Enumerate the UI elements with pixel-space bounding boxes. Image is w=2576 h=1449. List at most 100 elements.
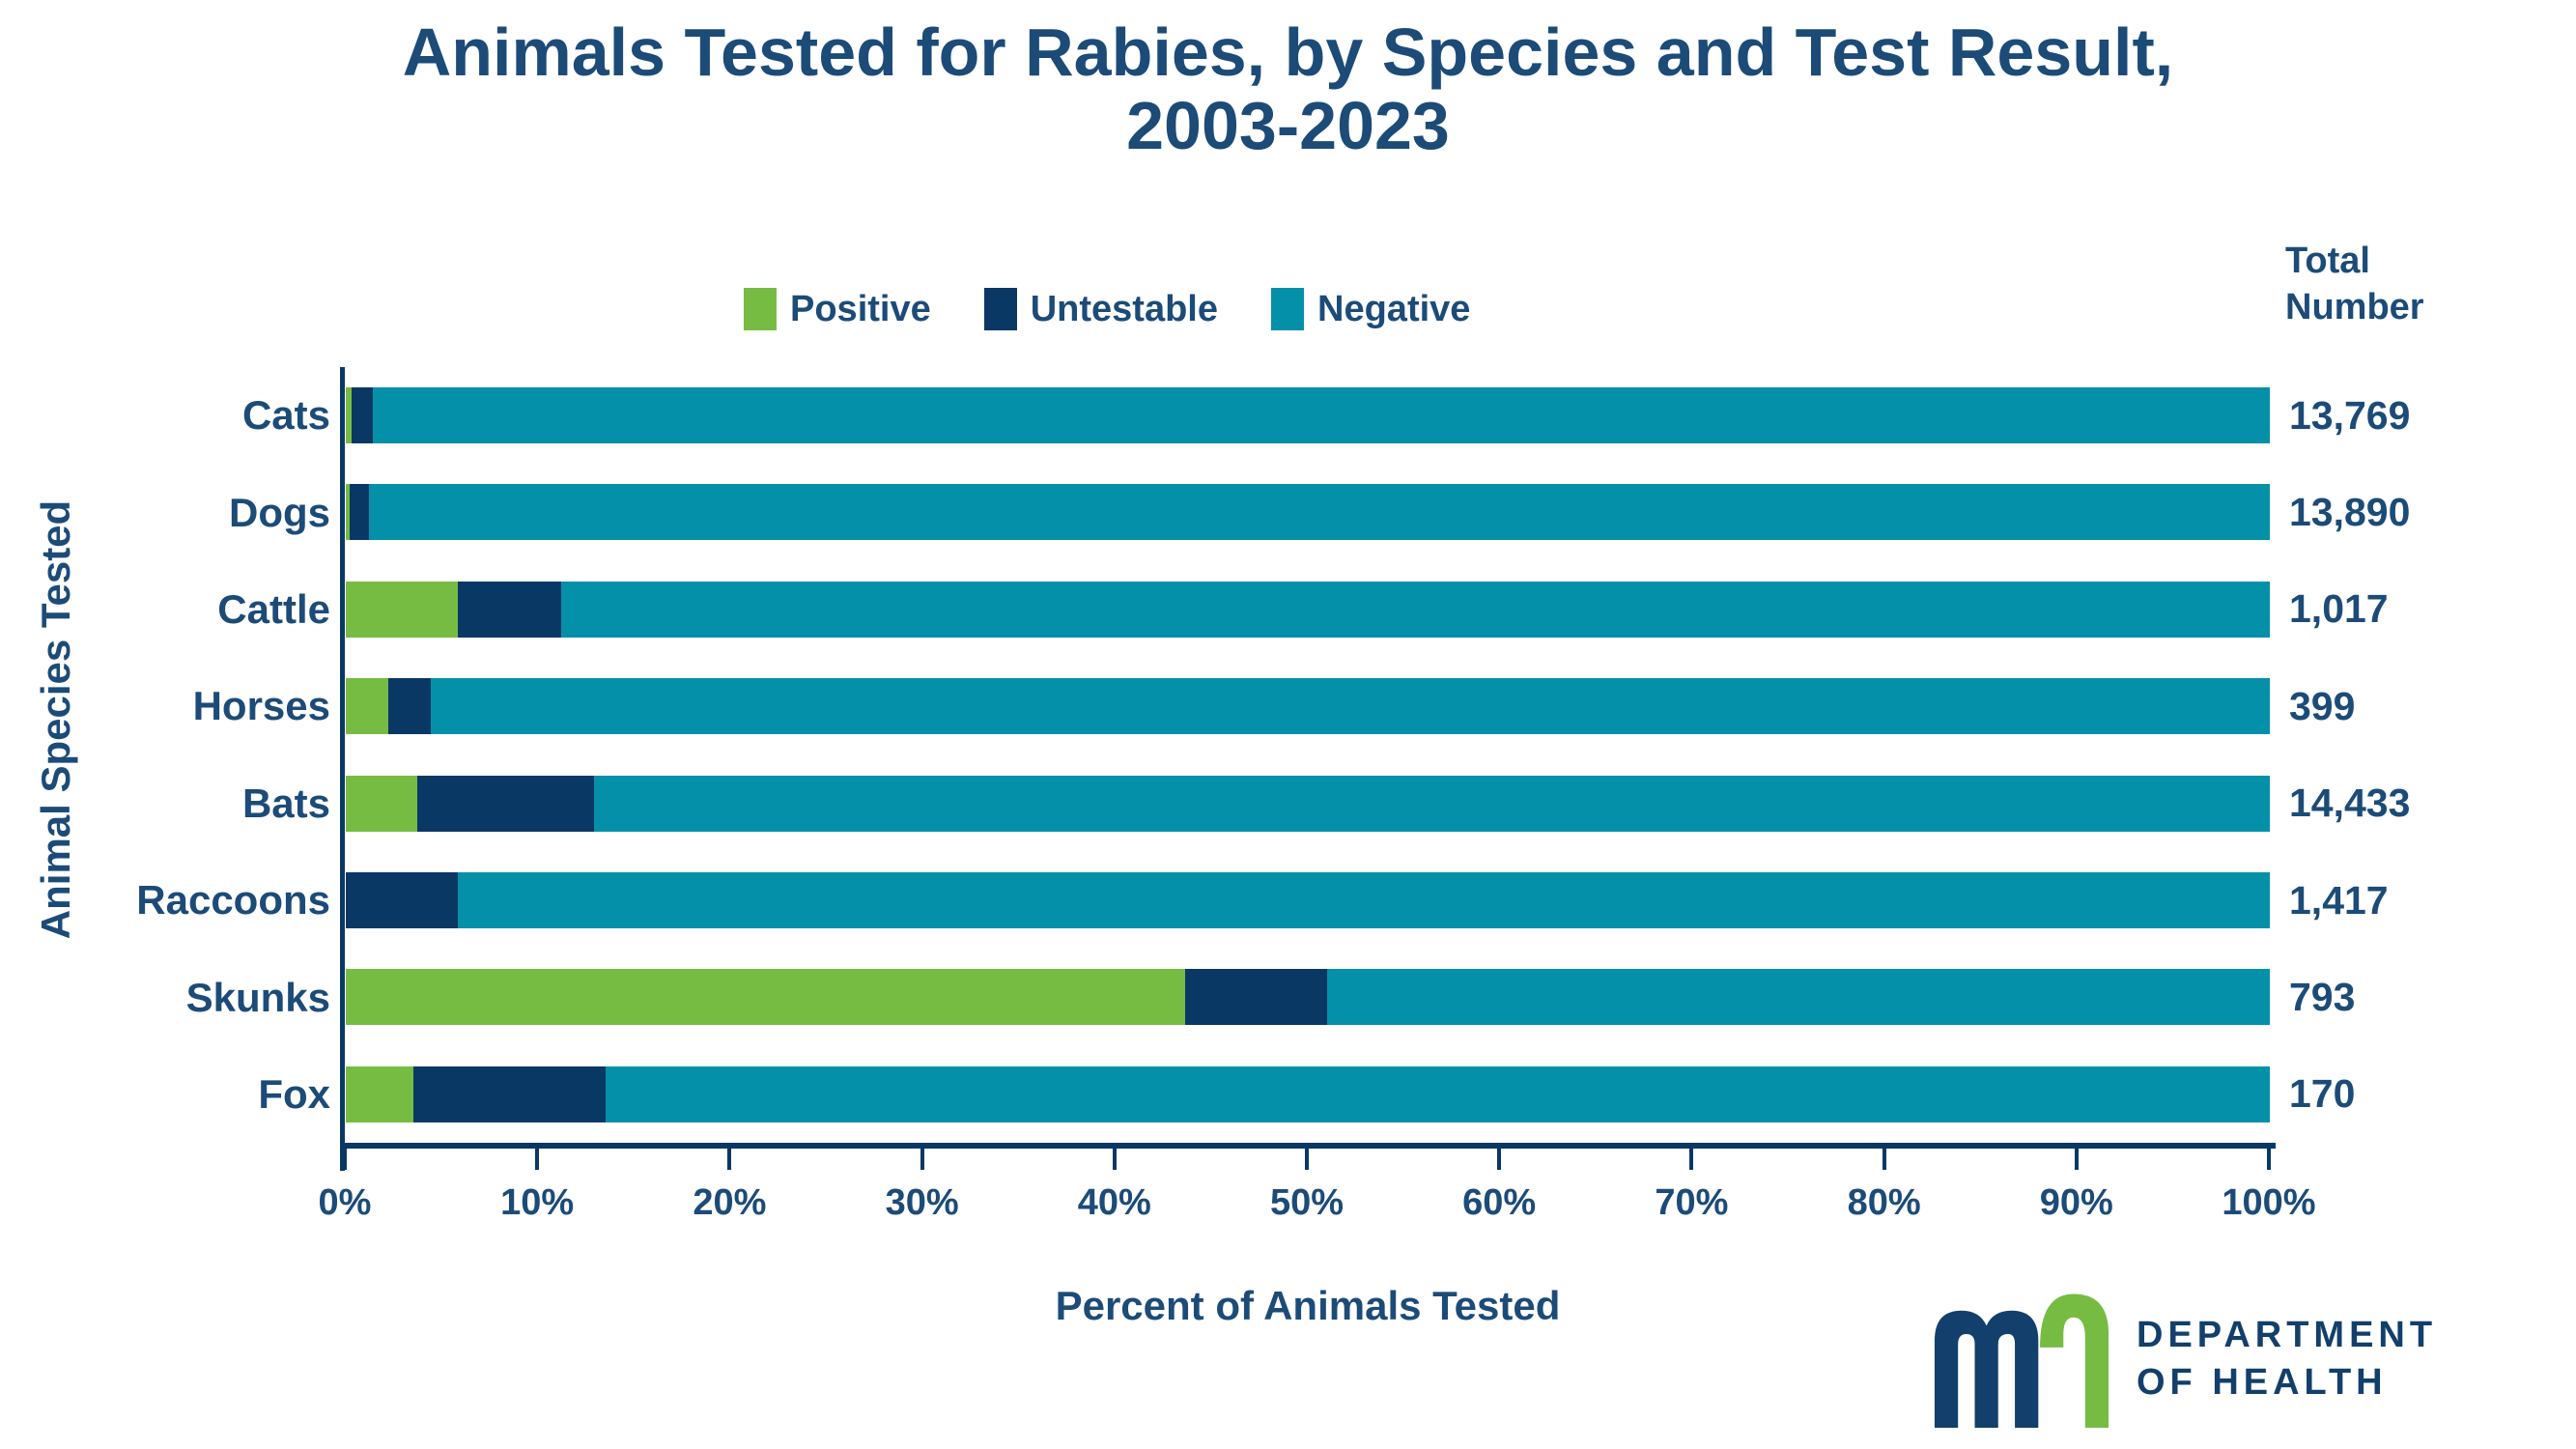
bar-segment-untestable (416, 775, 594, 832)
stacked-bar (346, 1065, 2270, 1122)
chart-title-line2: 2003-2023 (1126, 88, 1450, 163)
bar-segment-untestable (387, 678, 431, 735)
chart-row-dogs: Dogs 13,890 (0, 464, 2576, 560)
x-tick-label: 60% (1462, 1182, 1537, 1223)
x-tick-mark (727, 1149, 732, 1170)
x-tick-mark (535, 1149, 540, 1170)
x-tick-label: 40% (1077, 1182, 1151, 1223)
row-label: Dogs (229, 489, 330, 535)
mn-logo-n-shape (2040, 1293, 2109, 1428)
bar-segment-negative (605, 1065, 2270, 1122)
stacked-bar (346, 871, 2270, 928)
totals-header-line2: Number (2285, 287, 2424, 327)
x-tick-mark (1112, 1149, 1117, 1170)
bar-segment-positive (346, 775, 417, 832)
bar-segment-negative (372, 387, 2270, 443)
row-label: Cats (241, 392, 330, 439)
legend-item-negative: Negative (1271, 288, 1470, 330)
bar-segment-untestable (346, 871, 458, 928)
chart-row-bats: Bats 14,433 (0, 755, 2576, 852)
row-total: 14,433 (2289, 781, 2411, 826)
legend-label: Positive (790, 288, 931, 329)
bar-segment-untestable (1184, 969, 1327, 1026)
legend-label: Negative (1317, 288, 1471, 329)
totals-header-line1: Total (2285, 241, 2370, 281)
row-label: Fox (258, 1070, 330, 1117)
x-tick-mark (2267, 1149, 2271, 1170)
stacked-bar (346, 969, 2270, 1026)
bar-segment-negative (368, 484, 2270, 541)
y-axis-line (340, 367, 345, 1171)
x-tick-mark (1689, 1149, 1694, 1170)
x-tick-label: 100% (2222, 1182, 2316, 1223)
chart-rows: Cats 13,769 Dogs 13,890 Cattle 1,017 Horses 399… (0, 367, 2576, 1143)
x-tick-mark (2074, 1149, 2079, 1170)
row-label: Cattle (217, 585, 330, 632)
legend-swatch-negative (1271, 288, 1305, 330)
row-label: Raccoons (136, 877, 330, 923)
chart-row-cattle: Cattle 1,017 (0, 561, 2576, 658)
chart-row-fox: Fox 170 (0, 1046, 2576, 1143)
legend-item-untestable: Untestable (983, 288, 1219, 330)
mdh-logo: DEPARTMENT OF HEALTH (1934, 1291, 2437, 1428)
bar-segment-negative (593, 775, 2270, 832)
bar-segment-positive (346, 969, 1185, 1026)
x-tick-label: 80% (1847, 1182, 1921, 1223)
legend-swatch-positive (744, 288, 777, 330)
x-axis-title: Percent of Animals Tested (1055, 1283, 1561, 1328)
x-tick-mark (920, 1149, 924, 1170)
totals-column-header: Total Number (2285, 238, 2424, 330)
x-tick-mark (343, 1149, 347, 1170)
bar-segment-untestable (351, 387, 373, 443)
mn-logo-glyph (1934, 1293, 2109, 1428)
row-total: 793 (2289, 975, 2356, 1020)
bar-segment-positive (346, 484, 350, 541)
chart-title: Animals Tested for Rabies, by Species an… (0, 15, 2576, 162)
bar-segment-negative (457, 871, 2270, 928)
x-tick-mark (1305, 1149, 1309, 1170)
chart-title-line1: Animals Tested for Rabies, by Species an… (402, 14, 2174, 90)
legend-item-positive: Positive (744, 288, 931, 330)
x-tick-label: 20% (693, 1182, 767, 1223)
x-tick-label: 10% (500, 1182, 575, 1223)
stacked-bar (346, 387, 2270, 443)
bar-segment-positive (346, 581, 458, 638)
stacked-bar (346, 484, 2270, 541)
mn-logo-m-shape (1934, 1310, 2039, 1428)
chart-row-horses: Horses 399 (0, 658, 2576, 754)
legend-swatch-untestable (983, 288, 1017, 330)
row-label: Skunks (185, 974, 330, 1020)
row-label: Horses (192, 683, 330, 729)
row-total: 1,417 (2289, 877, 2389, 923)
x-tick-label: 30% (885, 1182, 959, 1223)
row-total: 13,890 (2289, 490, 2411, 535)
x-tick-label: 70% (1655, 1182, 1729, 1223)
stacked-bar (346, 678, 2270, 735)
logo-wordmark: DEPARTMENT OF HEALTH (2137, 1312, 2437, 1406)
chart-row-raccoons: Raccoons 1,417 (0, 852, 2576, 949)
row-label: Bats (241, 780, 330, 826)
bar-segment-untestable (457, 581, 562, 638)
bar-segment-untestable (349, 484, 369, 541)
legend: Positive Untestable Negative (744, 288, 1470, 330)
row-total: 1,017 (2289, 586, 2389, 632)
chart-row-cats: Cats 13,769 (0, 367, 2576, 464)
bar-segment-positive (346, 387, 352, 443)
bar-segment-positive (346, 678, 388, 735)
bar-segment-negative (561, 581, 2270, 638)
stacked-bar (346, 775, 2270, 832)
row-total: 399 (2289, 683, 2356, 728)
bar-segment-negative (430, 678, 2270, 735)
x-axis-line (340, 1143, 2276, 1149)
x-tick-label: 90% (2039, 1182, 2113, 1223)
bar-segment-untestable (412, 1065, 606, 1122)
logo-wordmark-line1: DEPARTMENT (2137, 1315, 2438, 1355)
row-total: 13,769 (2289, 392, 2411, 438)
stacked-bar (346, 581, 2270, 638)
chart-row-skunks: Skunks 793 (0, 949, 2576, 1045)
x-tick-label: 50% (1269, 1182, 1345, 1223)
x-tick-label: 0% (318, 1182, 372, 1223)
legend-label: Untestable (1030, 288, 1219, 329)
